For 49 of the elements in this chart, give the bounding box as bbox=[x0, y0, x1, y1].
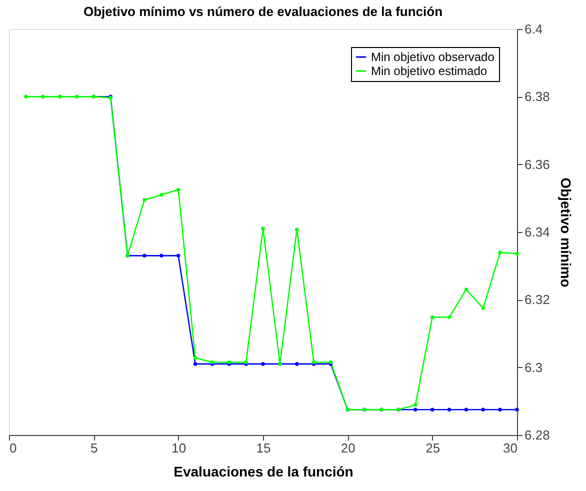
point bbox=[414, 408, 418, 412]
point bbox=[24, 94, 28, 99]
point bbox=[498, 408, 502, 412]
point bbox=[447, 315, 452, 320]
x-tick-label: 20 bbox=[340, 440, 356, 456]
x-tick-label: 10 bbox=[172, 440, 186, 456]
legend-label: Min objetivo observado bbox=[371, 50, 495, 64]
x-tick-label: 30 bbox=[503, 440, 518, 456]
point bbox=[430, 408, 434, 412]
point bbox=[160, 254, 164, 258]
point bbox=[193, 356, 198, 360]
chart-title: Objetivo mínimo vs número de evaluaciones de la función bbox=[83, 4, 443, 19]
x-axis-title: Evaluaciones de la función bbox=[174, 464, 354, 480]
point bbox=[160, 192, 164, 197]
point bbox=[515, 252, 519, 256]
y-tick-label: 6.28 bbox=[524, 428, 550, 442]
point bbox=[261, 362, 265, 366]
point bbox=[142, 198, 146, 202]
x-tick-label: 5 bbox=[90, 440, 98, 456]
y-tick-label: 6.34 bbox=[524, 224, 550, 240]
point bbox=[430, 315, 434, 320]
point bbox=[481, 408, 486, 412]
point bbox=[464, 408, 468, 412]
point bbox=[481, 306, 486, 310]
point bbox=[74, 94, 79, 99]
point bbox=[515, 408, 519, 412]
point bbox=[261, 226, 265, 230]
point bbox=[414, 403, 418, 407]
point bbox=[142, 254, 146, 258]
point bbox=[40, 94, 45, 99]
point bbox=[294, 362, 299, 366]
point bbox=[193, 362, 198, 366]
point bbox=[464, 288, 468, 292]
y-tick-label: 6.4 bbox=[524, 22, 543, 36]
y-tick-label: 6.38 bbox=[524, 89, 550, 104]
y-tick-label: 6.3 bbox=[524, 360, 543, 375]
point bbox=[176, 188, 180, 192]
point bbox=[294, 228, 299, 232]
y-tick-label: 6.32 bbox=[524, 292, 550, 308]
point bbox=[58, 94, 62, 99]
y-tick-label: 6.36 bbox=[524, 156, 550, 172]
y-axis-title: Objetivo mínimo bbox=[558, 178, 574, 288]
point bbox=[447, 408, 452, 412]
x-tick-label: 15 bbox=[256, 440, 271, 456]
point bbox=[498, 250, 502, 255]
point bbox=[176, 254, 180, 258]
x-tick-label: 25 bbox=[426, 440, 440, 456]
x-tick-label: 0 bbox=[10, 440, 17, 456]
legend-label: Min objetivo estimado bbox=[371, 64, 488, 78]
